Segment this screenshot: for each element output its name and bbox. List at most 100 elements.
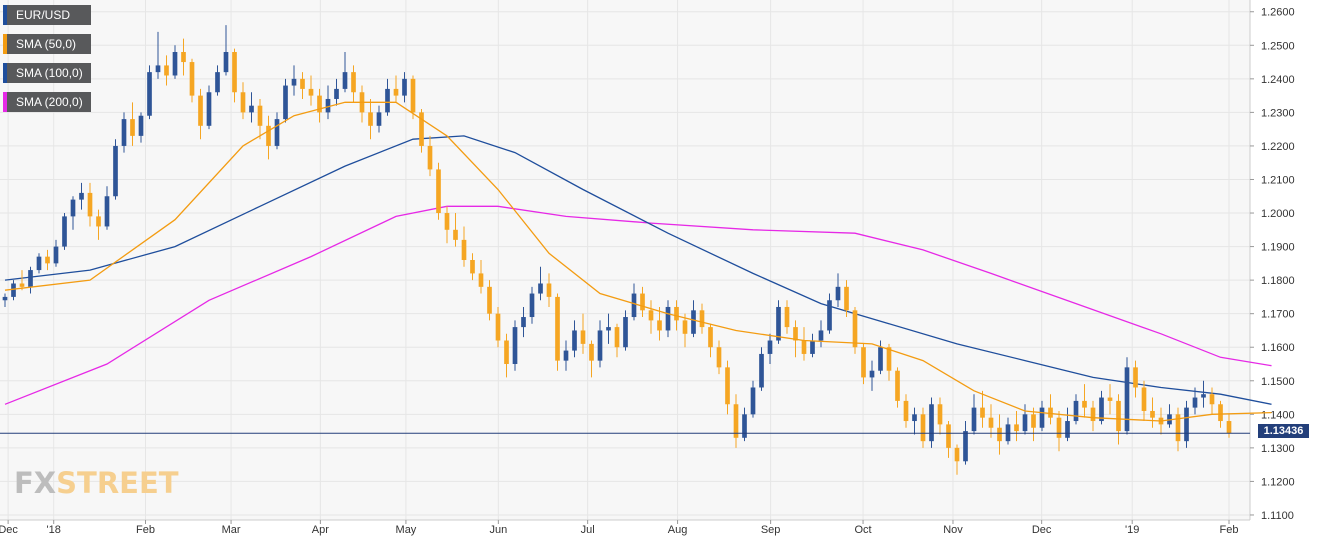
candle: [648, 300, 654, 334]
candle: [937, 397, 943, 435]
candle: [96, 209, 101, 240]
sma-200-line: [4, 205, 1272, 405]
candle: [538, 266, 543, 301]
legend-label: EUR/USD: [16, 8, 71, 22]
candle: [716, 340, 722, 375]
candle: [631, 283, 637, 321]
candle-body: [614, 327, 620, 348]
candle-body: [521, 317, 526, 328]
candle: [980, 390, 985, 428]
candle: [767, 333, 773, 364]
candle: [393, 75, 399, 103]
candle-body: [300, 78, 305, 89]
candle-body: [172, 52, 178, 76]
candle: [104, 186, 110, 230]
candle: [291, 65, 297, 96]
candle-body: [189, 62, 195, 96]
candle-body: [470, 260, 475, 274]
candle-body: [640, 293, 645, 311]
candle-body: [963, 431, 968, 462]
candle: [257, 98, 263, 140]
candle: [79, 182, 84, 210]
candle-body: [665, 306, 671, 331]
candle-body: [682, 320, 688, 334]
candle-body: [529, 293, 535, 318]
candle-body: [971, 407, 977, 432]
x-tick-label: Sep: [761, 524, 781, 536]
candle-body: [317, 95, 322, 113]
candle: [521, 306, 526, 338]
candle: [317, 88, 322, 123]
legend-swatch: [3, 34, 7, 54]
candle: [1201, 380, 1206, 408]
candle-body: [1218, 404, 1223, 422]
logo-fx: FX: [14, 466, 57, 500]
candle-body: [215, 72, 220, 93]
y-tick-label: 1.1200: [1261, 476, 1295, 488]
candle: [334, 78, 339, 106]
candle: [308, 75, 314, 106]
candle: [453, 213, 458, 247]
candle-body: [240, 92, 246, 113]
y-tick-label: 1.1400: [1261, 409, 1295, 421]
candle-body: [36, 256, 42, 271]
candle-body: [708, 327, 713, 348]
candle-body: [733, 404, 739, 438]
candle: [206, 85, 212, 130]
candle-body: [597, 330, 603, 361]
candle-body: [852, 310, 858, 348]
logo-street: STREET: [56, 466, 179, 500]
candle-body: [436, 169, 441, 214]
candle: [1056, 410, 1062, 452]
legend-label: SMA (100,0): [16, 66, 83, 80]
candle-body: [929, 404, 934, 442]
y-tick-label: 1.2500: [1261, 40, 1295, 52]
candle: [436, 162, 441, 220]
candle: [368, 98, 373, 140]
candle: [1107, 384, 1113, 415]
sma-50-path: [4, 101, 1272, 422]
y-tick-label: 1.2000: [1261, 208, 1295, 220]
legend-item-sma-100[interactable]: SMA (100,0): [3, 63, 91, 83]
candle-body: [1209, 394, 1215, 405]
legend-item-eurusd[interactable]: EUR/USD: [3, 5, 91, 25]
sma-100-line: [4, 135, 1272, 405]
candle: [657, 306, 662, 341]
candle-body: [580, 330, 586, 344]
candle-body: [767, 340, 773, 354]
candle-body: [130, 119, 135, 136]
candle: [1014, 410, 1019, 442]
candle: [164, 55, 169, 86]
candle: [835, 273, 841, 307]
candle-body: [623, 317, 628, 348]
candle: [487, 280, 492, 321]
candle-body: [759, 353, 764, 388]
legend-item-sma-50[interactable]: SMA (50,0): [3, 34, 91, 54]
candle: [784, 300, 790, 334]
x-tick-label: Feb: [136, 524, 155, 536]
candle-body: [512, 327, 518, 364]
candle-body: [988, 417, 994, 428]
candle-body: [716, 347, 722, 368]
candle-body: [810, 340, 815, 354]
legend-item-sma-200[interactable]: SMA (200,0): [3, 92, 91, 112]
candle: [512, 320, 518, 371]
candle-body: [121, 119, 127, 146]
candle-body: [895, 370, 900, 401]
candle-body: [274, 119, 280, 146]
candle-body: [572, 330, 577, 351]
x-tick-label: Mar: [222, 524, 241, 536]
candle: [623, 310, 628, 351]
candle: [155, 31, 161, 79]
candle-body: [147, 72, 152, 116]
candle-body: [1073, 400, 1079, 422]
x-tick-label: Dec: [1032, 524, 1052, 536]
candle: [844, 280, 849, 318]
candle: [810, 333, 815, 358]
candle: [563, 340, 569, 371]
candle: [572, 320, 577, 358]
candle-body: [1031, 414, 1036, 428]
candle-body: [334, 88, 339, 99]
x-tick-label: '18: [47, 524, 61, 536]
